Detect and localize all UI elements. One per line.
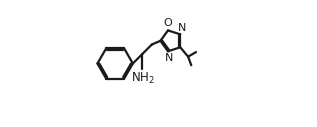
Text: N: N <box>165 53 173 64</box>
Text: O: O <box>164 18 172 28</box>
Text: NH$_2$: NH$_2$ <box>131 70 155 86</box>
Text: N: N <box>178 23 186 33</box>
